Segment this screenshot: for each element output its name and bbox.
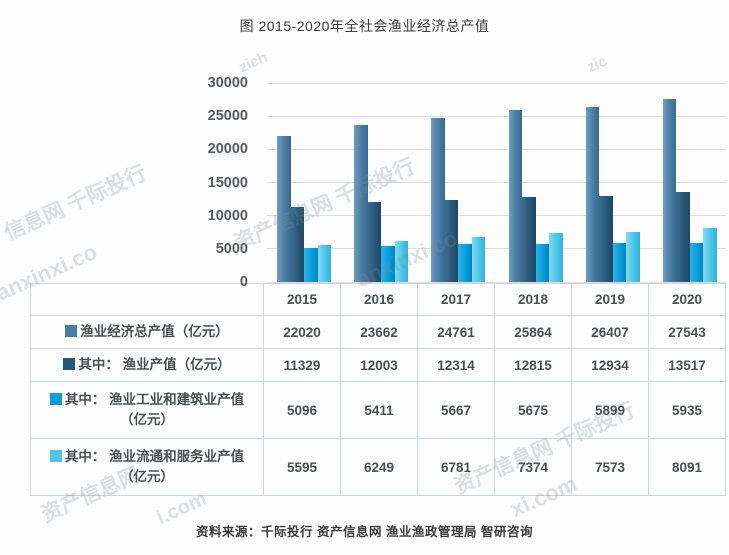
year-header-2020: 2020 bbox=[648, 283, 726, 316]
bar-2019-series-2 bbox=[612, 242, 627, 282]
bar-2020-series-1 bbox=[676, 192, 690, 282]
y-axis-tick-label: 20000 bbox=[207, 141, 248, 158]
legend-square-icon bbox=[49, 392, 62, 405]
y-axis-tick-label: 25000 bbox=[207, 108, 248, 125]
y-axis-tick-label: 0 bbox=[239, 274, 248, 290]
legend-square-icon bbox=[65, 324, 78, 337]
bar-group-2019 bbox=[572, 83, 649, 282]
gridline bbox=[267, 148, 726, 150]
table-value-2019-series-2: 5899 bbox=[571, 381, 649, 439]
table-value-2016-series-1: 12003 bbox=[340, 348, 418, 382]
bar-group-2017 bbox=[417, 83, 494, 282]
bar-2015-series-3 bbox=[317, 244, 331, 282]
table-value-2019-series-1: 12934 bbox=[571, 348, 649, 382]
table-value-2016-series-3: 6249 bbox=[340, 438, 418, 496]
table-value-2016-series-2: 5411 bbox=[340, 381, 418, 439]
gridline bbox=[267, 182, 726, 183]
table-value-2020-series-3: 8091 bbox=[648, 438, 726, 496]
bar-2018-series-3 bbox=[549, 233, 563, 282]
year-header-2016: 2016 bbox=[340, 283, 418, 316]
watermark: 信息网 千际投行 bbox=[0, 161, 150, 245]
data-table-body: 2015 2016 2017 2018 2019 2020 渔业经济总产值（亿元） 22020… bbox=[30, 283, 726, 496]
table-row: 其中： 渔业流通和服务业产值（亿元） 5595 6249 6781 7374 7573 80… bbox=[30, 438, 726, 496]
bar-2016-series-2 bbox=[381, 246, 395, 282]
table-value-2018-series-0: 25864 bbox=[494, 315, 572, 349]
plot-area bbox=[263, 82, 726, 283]
y-axis-tick-label: 10000 bbox=[207, 207, 248, 224]
table-header-row: 2015 2016 2017 2018 2019 2020 bbox=[30, 283, 726, 316]
bar-2017-series-2 bbox=[458, 244, 472, 282]
bar-2020-series-3 bbox=[703, 228, 717, 282]
legend-square-icon bbox=[63, 357, 76, 370]
table-value-2020-series-1: 13517 bbox=[648, 348, 726, 382]
bar-2020-series-2 bbox=[689, 242, 704, 282]
gridline bbox=[267, 248, 726, 250]
table-value-2019-series-3: 7573 bbox=[571, 438, 649, 496]
table-value-2017-series-1: 12314 bbox=[417, 348, 495, 382]
watermark: zich bbox=[236, 48, 271, 77]
table-value-2016-series-0: 23662 bbox=[340, 315, 418, 349]
bar-2019-series-0 bbox=[585, 106, 600, 282]
gridline bbox=[267, 215, 726, 217]
year-header-2019: 2019 bbox=[571, 283, 649, 316]
source-line: 资料来源：千际投行 资产信息网 渔业渔政管理局 智研咨询 bbox=[196, 525, 533, 539]
y-axis-tick-label: 30000 bbox=[207, 75, 248, 91]
bar-2015-series-2 bbox=[304, 248, 318, 282]
bar-2016-series-1 bbox=[367, 202, 382, 282]
table-value-2018-series-2: 5675 bbox=[494, 381, 572, 439]
bar-2019-series-1 bbox=[599, 196, 613, 282]
table-value-2015-series-0: 22020 bbox=[263, 315, 341, 349]
table-value-2015-series-3: 5595 bbox=[263, 438, 341, 496]
legend-square-icon bbox=[49, 449, 62, 462]
table-value-2017-series-3: 6781 bbox=[417, 438, 495, 496]
table-row: 其中： 渔业产值（亿元） 11329 12003 12314 12815 12934 135… bbox=[30, 348, 726, 382]
series-label: 其中： 渔业产值（亿元） bbox=[30, 348, 264, 382]
table-row: 渔业经济总产值（亿元） 22020 23662 24761 25864 26407 2754… bbox=[30, 315, 726, 349]
bar-2016-series-0 bbox=[354, 125, 368, 282]
year-header-2017: 2017 bbox=[417, 283, 495, 316]
bar-group-2018 bbox=[495, 83, 572, 282]
table-value-2017-series-0: 24761 bbox=[417, 315, 495, 349]
table-value-2015-series-2: 5096 bbox=[263, 381, 341, 439]
bar-2018-series-1 bbox=[522, 197, 536, 282]
watermark: zic bbox=[584, 52, 610, 77]
year-header-2015: 2015 bbox=[263, 283, 341, 316]
table-value-2018-series-3: 7374 bbox=[494, 438, 572, 496]
table-value-2018-series-1: 12815 bbox=[494, 348, 572, 382]
series-label: 其中： 渔业工业和建筑业产值（亿元） bbox=[30, 381, 264, 439]
y-axis-tick-label: 5000 bbox=[215, 240, 248, 257]
gridline bbox=[267, 115, 726, 117]
table-row: 其中： 渔业工业和建筑业产值（亿元） 5096 5411 5667 5675 5899 59… bbox=[30, 381, 726, 439]
year-header-2018: 2018 bbox=[494, 283, 572, 316]
bar-2016-series-3 bbox=[394, 240, 409, 282]
table-value-2019-series-0: 26407 bbox=[571, 315, 649, 349]
series-label: 其中： 渔业流通和服务业产值（亿元） bbox=[30, 438, 264, 496]
bar-2018-series-0 bbox=[508, 110, 522, 282]
bar-group-2016 bbox=[340, 83, 417, 282]
gridline bbox=[267, 82, 726, 84]
bar-2017-series-3 bbox=[471, 237, 486, 282]
bar-2015-series-0 bbox=[277, 135, 291, 282]
table-value-2017-series-2: 5667 bbox=[417, 381, 495, 439]
table-value-2020-series-0: 27543 bbox=[648, 315, 726, 349]
bar-2017-series-0 bbox=[431, 117, 445, 282]
y-axis-tick-label: 15000 bbox=[207, 174, 248, 191]
bar-2018-series-2 bbox=[535, 244, 549, 282]
gridline bbox=[267, 281, 726, 283]
bar-group-2015 bbox=[263, 83, 340, 282]
table-corner-empty bbox=[30, 283, 264, 316]
bar-2015-series-1 bbox=[290, 206, 304, 282]
bar-2017-series-1 bbox=[444, 200, 459, 282]
series-label: 渔业经济总产值（亿元） bbox=[30, 315, 264, 349]
chart-title: 图 2015-2020年全社会渔业经济总产值 bbox=[239, 18, 490, 34]
bar-group-2020 bbox=[649, 83, 726, 282]
table-value-2015-series-1: 11329 bbox=[263, 348, 341, 382]
data-table: 2015 2016 2017 2018 2019 2020 渔业经济总产值（亿元） 22020… bbox=[30, 283, 726, 496]
table-value-2020-series-2: 5935 bbox=[648, 381, 726, 439]
bar-2020-series-0 bbox=[662, 99, 677, 282]
bar-2019-series-3 bbox=[626, 231, 640, 282]
